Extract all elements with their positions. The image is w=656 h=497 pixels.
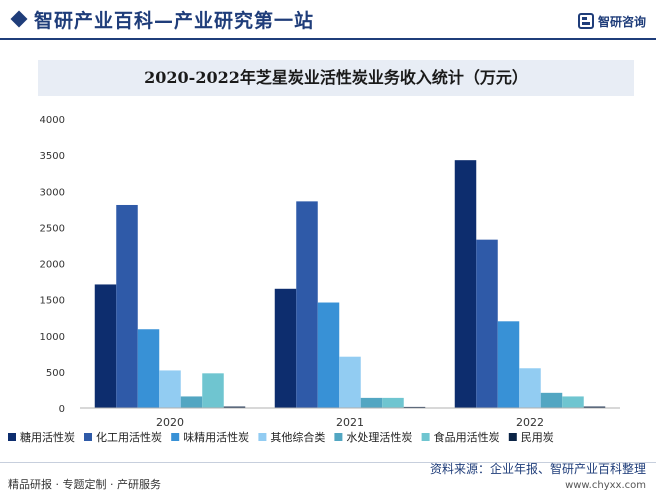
chart-title-band: 2020-2022年芝星炭业活性炭业务收入统计（万元） bbox=[38, 60, 634, 96]
bar-2020-series-5 bbox=[202, 373, 224, 408]
y-tick-label: 4000 bbox=[40, 115, 65, 126]
footer-source-block: 资料来源：企业年报、智研产业百科整理 www.chyxx.com bbox=[430, 460, 646, 491]
bar-2021-series-2 bbox=[317, 302, 340, 408]
legend-label: 其他综合类 bbox=[270, 430, 325, 444]
y-tick-label: 2500 bbox=[40, 223, 65, 234]
site-url[interactable]: www.chyxx.com bbox=[565, 480, 646, 491]
brand[interactable]: 智研咨询 bbox=[577, 11, 646, 31]
footer-services: 精品研报 · 专题定制 · 产研服务 bbox=[8, 478, 161, 491]
chart-title: 2020-2022年芝星炭业活性炭业务收入统计（万元） bbox=[144, 68, 528, 87]
x-category-label: 2021 bbox=[336, 416, 364, 429]
y-tick-label: 0 bbox=[59, 404, 65, 415]
bar-2022-series-6 bbox=[583, 406, 606, 408]
legend-swatch bbox=[84, 433, 92, 441]
source-note: 资料来源：企业年报、智研产业百科整理 bbox=[429, 462, 646, 476]
header-divider bbox=[0, 38, 656, 40]
legend-label: 民用炭 bbox=[521, 431, 554, 444]
brand-logo-icon bbox=[577, 13, 594, 29]
footer-divider bbox=[0, 462, 656, 463]
bar-2021-series-6 bbox=[403, 406, 426, 408]
legend-swatch bbox=[508, 433, 517, 441]
bar-2020-series-6 bbox=[223, 406, 246, 408]
y-tick-label: 3500 bbox=[40, 151, 65, 162]
bar-2021-series-4 bbox=[360, 397, 383, 408]
bar-2021-series-1 bbox=[296, 201, 318, 408]
brand-name: 智研咨询 bbox=[597, 14, 646, 29]
y-tick-label: 1500 bbox=[40, 296, 65, 307]
y-tick-label: 2000 bbox=[40, 260, 65, 271]
legend-swatch bbox=[258, 433, 267, 441]
y-tick-label: 500 bbox=[46, 368, 65, 379]
bar-2022-series-0 bbox=[454, 160, 477, 408]
legend-swatch bbox=[334, 433, 343, 441]
bar-2020-series-2 bbox=[137, 329, 160, 408]
bar-2022-series-5 bbox=[562, 396, 584, 408]
legend-swatch bbox=[8, 433, 16, 441]
legend-label: 化工用活性炭 bbox=[96, 430, 162, 444]
y-tick-label: 1000 bbox=[40, 332, 65, 343]
bar-2020-series-3 bbox=[159, 370, 181, 408]
legend-swatch bbox=[171, 433, 180, 441]
bar-2022-series-3 bbox=[519, 368, 541, 408]
legend: 糖用活性炭 化工用活性炭 味精用活性炭 其他综合类 水处理活性炭 食品用活性炭 民用炭 bbox=[8, 430, 554, 444]
x-axis-categories: 2020 2021 2022 bbox=[156, 416, 544, 429]
bar-2021-series-3 bbox=[339, 356, 361, 408]
y-axis-ticks: 0 500 1000 1500 2000 2500 3000 3500 4000 bbox=[40, 115, 65, 415]
bar-2020-series-4 bbox=[180, 396, 203, 408]
x-category-label: 2020 bbox=[156, 416, 184, 429]
diamond-icon bbox=[10, 10, 28, 28]
legend-label: 味精用活性炭 bbox=[183, 430, 249, 444]
bar-2022-series-4 bbox=[540, 392, 563, 408]
bar-2021-series-5 bbox=[382, 397, 404, 408]
x-category-label: 2022 bbox=[516, 416, 544, 429]
site-title: 智研产业百科—产业研究第一站 bbox=[34, 10, 315, 32]
bars bbox=[94, 160, 606, 408]
legend-label: 食品用活性炭 bbox=[434, 430, 500, 444]
legend-label: 水处理活性炭 bbox=[346, 430, 412, 444]
legend-label: 糖用活性炭 bbox=[20, 430, 75, 444]
y-tick-label: 3000 bbox=[40, 187, 65, 198]
bar-2020-series-1 bbox=[116, 204, 138, 408]
bar-2021-series-0 bbox=[274, 288, 297, 408]
bar-2022-series-2 bbox=[497, 321, 520, 408]
header-bar: 智研产业百科—产业研究第一站 智研咨询 bbox=[0, 0, 656, 42]
legend-swatch bbox=[421, 433, 430, 441]
bar-2022-series-1 bbox=[476, 239, 498, 408]
bar-2020-series-0 bbox=[94, 284, 117, 408]
